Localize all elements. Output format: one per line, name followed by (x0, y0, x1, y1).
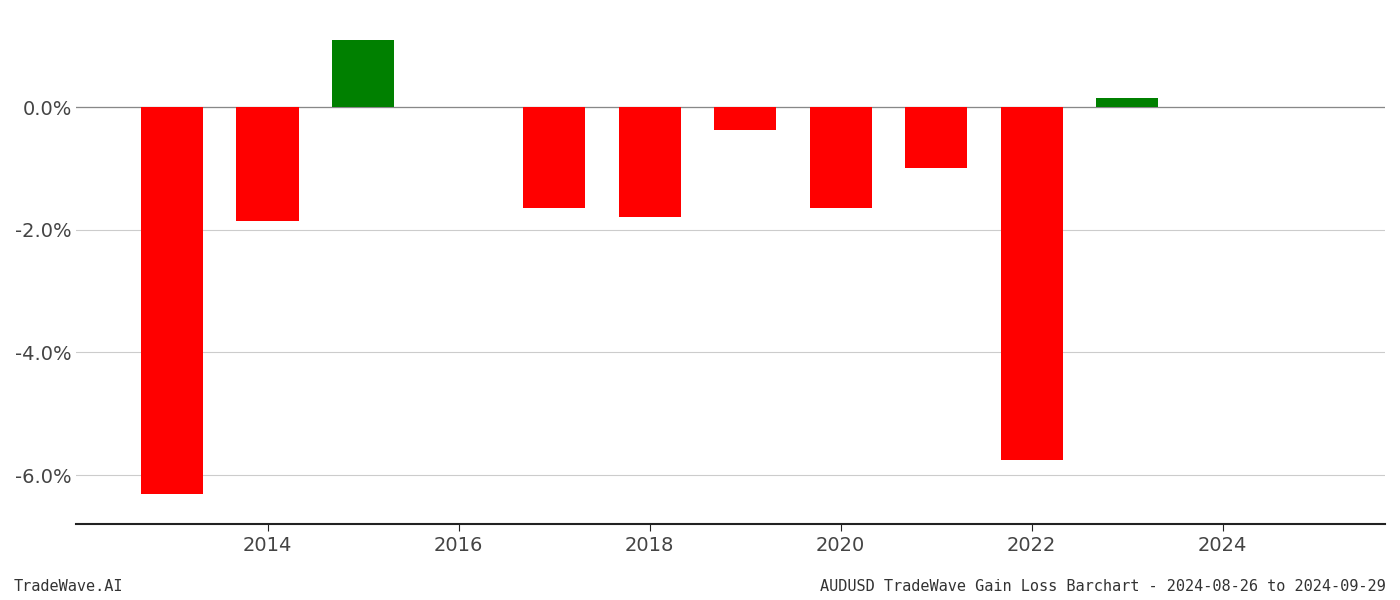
Bar (141, 107, 203, 494)
Bar (1001, 107, 1063, 460)
Text: TradeWave.AI: TradeWave.AI (14, 579, 123, 594)
Text: AUDUSD TradeWave Gain Loss Barchart - 2024-08-26 to 2024-09-29: AUDUSD TradeWave Gain Loss Barchart - 20… (820, 579, 1386, 594)
Bar (524, 107, 585, 208)
Bar (809, 107, 872, 208)
Bar (1096, 98, 1158, 107)
Bar (332, 40, 393, 107)
Bar (904, 107, 967, 169)
Bar (714, 107, 776, 130)
Bar (237, 107, 298, 221)
Bar (619, 107, 680, 217)
